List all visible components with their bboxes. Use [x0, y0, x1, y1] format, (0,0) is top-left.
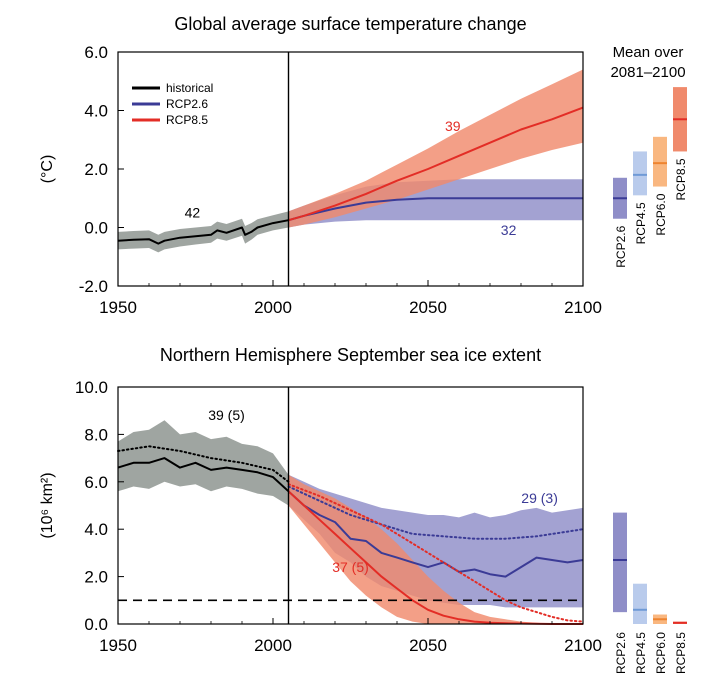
mean-bars-header-line-2: 2081–2100 [610, 64, 685, 81]
x-tick-label: 2000 [254, 298, 292, 317]
y-axis-label: (10⁶ km²) [39, 472, 56, 538]
mean-bar-label: RCP6.0 [654, 193, 668, 235]
plot-frame [117, 386, 584, 625]
series-annotation: 32 [501, 222, 517, 238]
series-line-rcp2-6 [288, 197, 583, 222]
mean-bar-label: RCP4.5 [634, 202, 648, 244]
mean-bar-label: RCP2.6 [614, 632, 628, 674]
x-tick-label: 2050 [409, 298, 447, 317]
chart-legend: historical RCP2.6 RCP8.5 [132, 81, 213, 127]
y-tick-label: 8.0 [84, 425, 108, 444]
mean-bar-rcp60 [653, 136, 667, 187]
legend-entry: RCP2.6 [166, 97, 208, 111]
x-tick-label: 1950 [99, 298, 137, 317]
y-tick-label: 2.0 [84, 160, 108, 179]
mean-bar-label: RCP6.0 [654, 632, 668, 674]
mean-bar-label: RCP2.6 [614, 225, 628, 267]
x-tick-label: 1950 [99, 636, 137, 655]
series-line-rcp8-5 [288, 106, 584, 222]
mean-bars-header: Mean over 2081–2100 [610, 44, 685, 81]
mean-bars-header-line-1: Mean over [613, 44, 684, 61]
y-tick-label: 4.0 [84, 520, 108, 539]
y-tick-label: 4.0 [84, 102, 108, 121]
uncertainty-band-historical [118, 420, 289, 506]
series-line-historical-5- [117, 445, 290, 483]
y-axis-label: (°C) [39, 155, 56, 184]
uncertainty-band-rcp8-5 [288, 474, 583, 624]
uncertainty-band-historical [118, 211, 289, 253]
legend-entry: RCP8.5 [166, 113, 208, 127]
temperature-panel: Global average surface temperature chang… [39, 14, 688, 317]
x-tick-label: 2100 [564, 298, 602, 317]
x-tick-label: 2100 [564, 636, 602, 655]
series-annotation: 39 [445, 118, 461, 134]
series-annotation: 37 (5) [332, 559, 369, 575]
y-tick-label: 0.0 [84, 219, 108, 238]
y-tick-label: 2.0 [84, 568, 108, 587]
series-line-historical [117, 457, 290, 493]
mean-bar-label: RCP8.5 [674, 158, 688, 200]
uncertainty-band-rcp8-5 [288, 69, 583, 228]
mean-bar-rcp26 [613, 512, 627, 613]
y-tick-label: 0.0 [84, 615, 108, 634]
series-line-rcp8-5-5- [287, 483, 584, 623]
mean-bar-rcp45 [633, 583, 647, 624]
chart-title: Northern Hemisphere September sea ice ex… [160, 345, 541, 365]
series-annotation: 29 (3) [521, 490, 558, 506]
y-tick-label: 6.0 [84, 43, 108, 62]
series-line-historical [117, 219, 289, 245]
mean-bar-rcp45 [633, 151, 647, 196]
series-line-rcp2-6 [287, 490, 584, 578]
series-annotation: 39 (5) [208, 407, 245, 423]
x-tick-label: 2000 [254, 636, 292, 655]
y-tick-label: 6.0 [84, 473, 108, 492]
y-tick-label: -2.0 [79, 277, 108, 296]
mean-bar-label: RCP4.5 [634, 632, 648, 674]
x-tick-label: 2050 [409, 636, 447, 655]
chart-title: Global average surface temperature chang… [174, 14, 526, 34]
mean-bar-label: RCP8.5 [674, 632, 688, 674]
y-tick-label: 10.0 [75, 378, 108, 397]
series-line-rcp2-6-3- [287, 485, 584, 540]
series-annotation: 42 [185, 204, 201, 220]
legend-entry: historical [166, 81, 213, 95]
sea-ice-panel: Northern Hemisphere September sea ice ex… [39, 345, 688, 674]
